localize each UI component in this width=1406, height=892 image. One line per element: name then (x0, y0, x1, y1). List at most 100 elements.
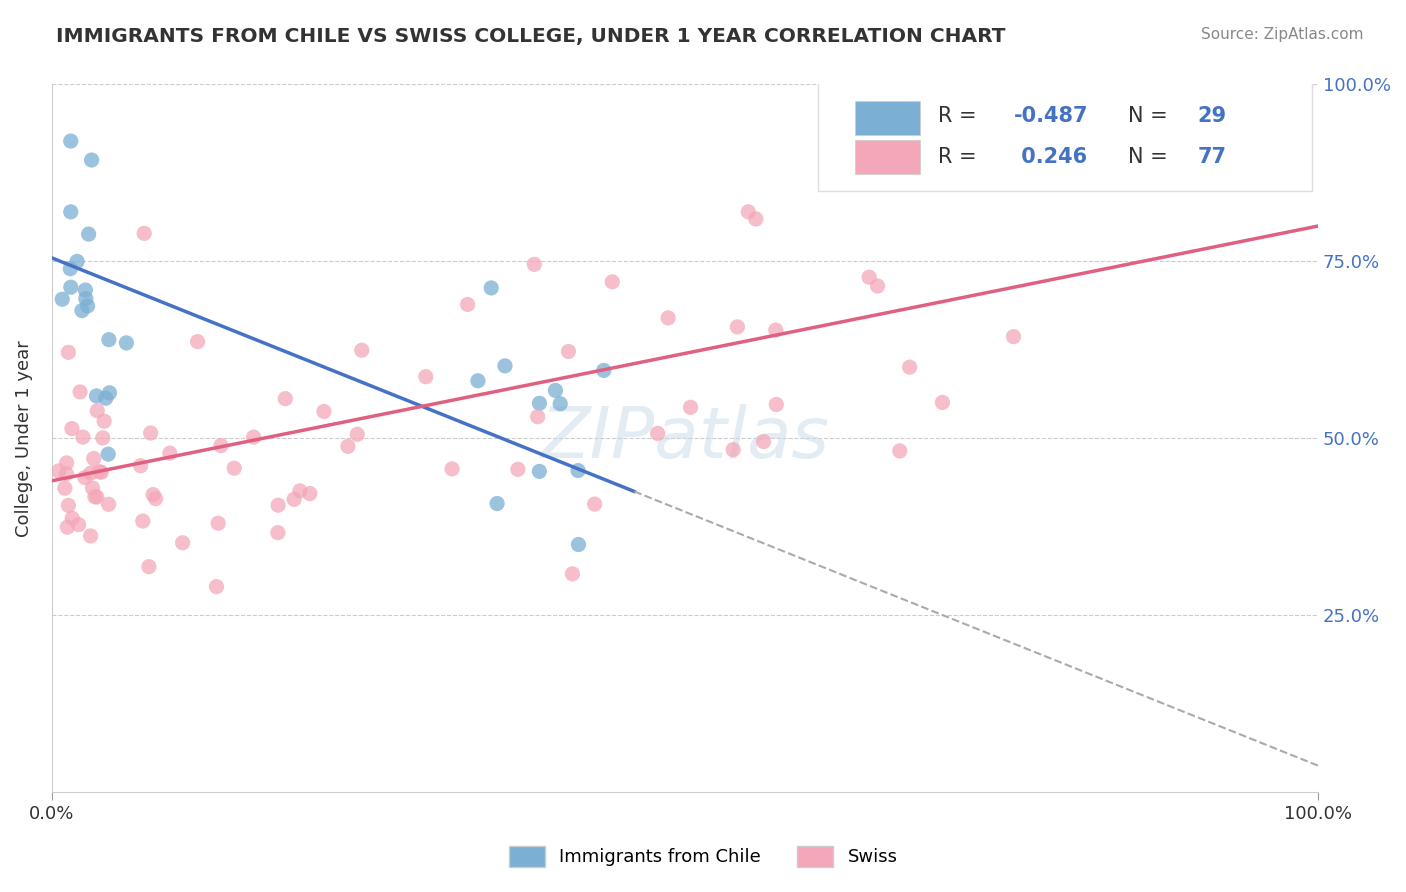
Point (60, 511, 83, 525)
Point (898, 360, 921, 375)
Point (75, 283, 97, 297)
Point (657, 310, 679, 325)
Point (544, 384, 567, 398)
FancyBboxPatch shape (818, 81, 1312, 191)
Point (80, 153, 103, 167)
Point (89, 465, 111, 479)
Point (737, 205, 759, 219)
Point (60, 421, 83, 435)
Point (86, 389, 108, 403)
Text: 29: 29 (1198, 106, 1227, 127)
Text: ZIPatlas: ZIPatlas (540, 404, 830, 473)
Text: N =: N = (1128, 146, 1174, 167)
Point (69, 384, 91, 399)
Point (415, 369, 437, 384)
Point (298, 486, 321, 500)
Point (765, 323, 787, 337)
Point (70, 303, 93, 318)
Point (55, 456, 77, 470)
Text: R =: R = (938, 146, 983, 167)
Point (76, 299, 98, 313)
Point (267, 525, 290, 540)
Point (142, 487, 165, 501)
Point (592, 363, 614, 377)
Point (97, 333, 120, 347)
Point (523, 257, 546, 271)
Point (55, 467, 77, 481)
Point (283, 492, 305, 507)
Point (51, 292, 73, 306)
Point (53, 481, 76, 495)
Point (765, 397, 787, 411)
Point (86, 490, 108, 504)
Point (529, 464, 551, 478)
Point (94, 391, 117, 405)
Point (494, 359, 516, 373)
Text: Source: ZipAtlas.com: Source: ZipAtlas.com (1201, 27, 1364, 42)
Point (77, 227, 100, 241)
Point (97, 497, 120, 511)
Point (90, 465, 112, 479)
Point (267, 498, 290, 512)
Point (79, 529, 101, 543)
Point (242, 430, 264, 444)
Point (526, 409, 548, 424)
Point (224, 461, 246, 475)
Point (647, 426, 669, 441)
Point (58, 499, 80, 513)
Point (86, 403, 108, 417)
Point (72, 430, 94, 444)
Point (145, 491, 167, 506)
Point (159, 446, 181, 460)
Text: IMMIGRANTS FROM CHILE VS SWISS COLLEGE, UNDER 1 YEAR CORRELATION CHART: IMMIGRANTS FROM CHILE VS SWISS COLLEGE, … (56, 27, 1005, 45)
Point (59, 134, 82, 148)
Point (97, 447, 120, 461)
Point (66, 254, 89, 268)
Text: N =: N = (1128, 106, 1174, 127)
Point (172, 535, 194, 549)
Point (725, 319, 748, 334)
Point (98, 385, 121, 400)
Point (1002, 329, 1025, 343)
Point (93, 414, 115, 428)
Point (441, 462, 464, 476)
Point (75, 292, 97, 306)
Point (931, 395, 953, 409)
Text: 77: 77 (1198, 146, 1227, 167)
Point (82, 481, 104, 495)
Point (336, 439, 359, 453)
Point (567, 464, 589, 478)
Point (506, 462, 529, 476)
Point (561, 566, 583, 581)
Point (187, 334, 209, 349)
Point (679, 401, 702, 415)
Point (139, 425, 162, 440)
Point (59, 205, 82, 219)
Point (346, 427, 368, 442)
Point (486, 496, 509, 510)
Point (209, 439, 232, 453)
Point (567, 537, 589, 551)
Point (58, 345, 80, 359)
Point (858, 270, 880, 285)
Point (67, 517, 90, 532)
Point (274, 392, 297, 406)
Point (889, 444, 911, 458)
Point (288, 483, 311, 498)
Point (205, 580, 228, 594)
Point (132, 514, 155, 528)
Y-axis label: College, Under 1 year: College, Under 1 year (15, 340, 32, 537)
FancyBboxPatch shape (855, 102, 921, 135)
Point (312, 404, 335, 418)
Point (83, 451, 105, 466)
Point (129, 458, 152, 473)
Point (83, 490, 105, 504)
Point (59, 261, 82, 276)
FancyBboxPatch shape (855, 140, 921, 174)
Text: -0.487: -0.487 (1014, 106, 1088, 127)
Legend: Immigrants from Chile, Swiss: Immigrants from Chile, Swiss (502, 838, 904, 874)
Point (115, 335, 138, 350)
Point (479, 281, 502, 295)
Point (866, 279, 889, 293)
Point (138, 559, 160, 574)
